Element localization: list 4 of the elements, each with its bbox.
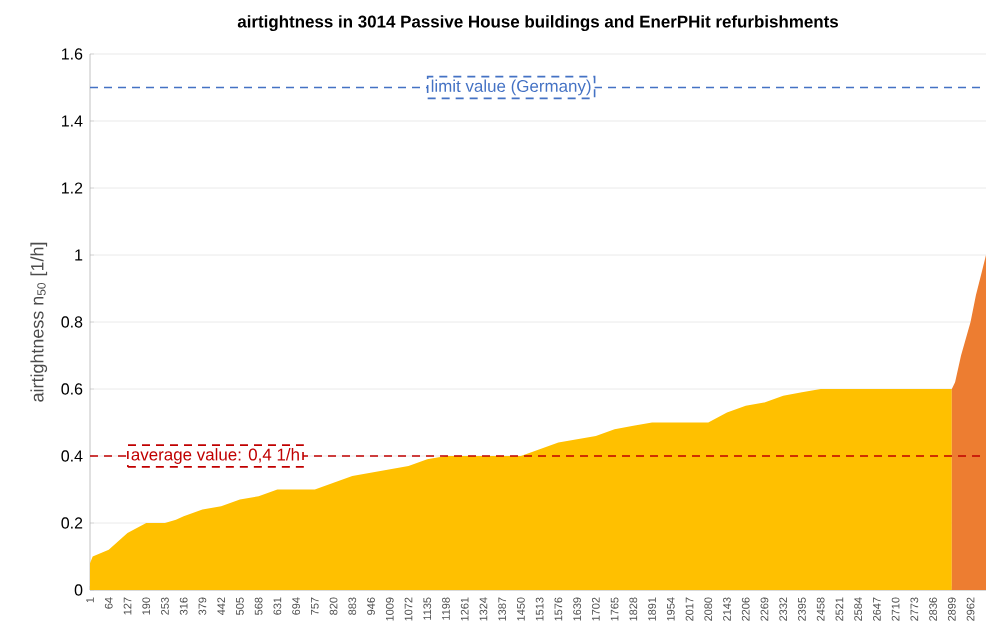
y-axis-title: airtightness n$_{50}$ [1/h]: [30, 242, 48, 402]
ref-line-label: average value: 0,4 1/h: [131, 448, 299, 464]
ref-line-label: limit value (Germany): [431, 79, 591, 96]
chart-title: airtightness in 3014 Passive House buildings and EnerPHit refurbishments: [237, 15, 838, 32]
